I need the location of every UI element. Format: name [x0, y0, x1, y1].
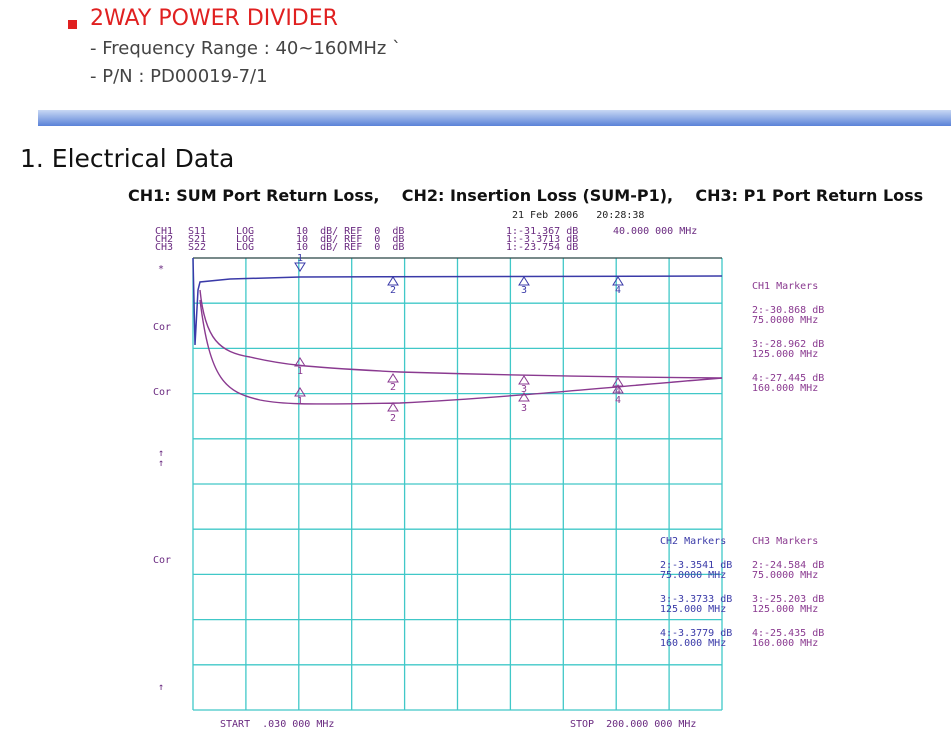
- caption: CH1: SUM Port Return Loss, CH2: Insertio…: [128, 186, 924, 205]
- spec-line: - Frequency Range : 40~160MHz `: [90, 38, 402, 59]
- side-label: Cor: [153, 387, 171, 398]
- channel-info: 10 dB/ REF 0 dB: [296, 226, 404, 237]
- marker-entry: 2:-24.584 dB: [752, 560, 824, 571]
- timestamp: 21 Feb 2006 20:28:38: [512, 210, 644, 221]
- marker-entry: 4:-27.445 dB: [752, 373, 824, 384]
- marker-entry: 125.000 MHz: [752, 604, 818, 615]
- marker-number: 3: [521, 285, 527, 296]
- marker-entry: 125.000 MHz: [752, 349, 818, 360]
- channel-info: CH3: [155, 242, 173, 253]
- channel-info: CH1: [155, 226, 173, 237]
- bullet: [68, 20, 77, 29]
- marker-triangle: [387, 373, 399, 383]
- marker-table-title: CH2 Markers: [660, 536, 726, 547]
- marker-number: 4: [615, 386, 621, 397]
- marker-entry: 2:-30.868 dB: [752, 305, 824, 316]
- marker-number: 4: [615, 285, 621, 296]
- marker-triangle: [612, 384, 624, 394]
- marker-frequency: 40.000 000 MHz: [613, 226, 697, 237]
- channel-info: LOG: [236, 226, 254, 237]
- start-label: START .030 000 MHz: [220, 719, 334, 730]
- marker-entry: 3:-25.203 dB: [752, 594, 824, 605]
- marker-triangle: [612, 276, 624, 286]
- marker-triangle: [518, 276, 530, 286]
- channel-info: 1:-23.754 dB: [506, 242, 578, 253]
- marker-triangle: [518, 392, 530, 402]
- ch2-trace: [199, 289, 723, 379]
- marker-entry: 75.0000 MHz: [752, 570, 818, 581]
- title: 2WAY POWER DIVIDER: [90, 6, 338, 31]
- marker-number: 4: [615, 395, 621, 406]
- channel-info: S22: [188, 242, 206, 253]
- marker-number: 3: [521, 403, 527, 414]
- channel-info: S11: [188, 226, 206, 237]
- channel-info: 1:-3.3713 dB: [506, 234, 578, 245]
- side-label: Cor: [153, 322, 171, 333]
- marker-entry: 75.0000 MHz: [752, 315, 818, 326]
- marker-number: 2: [390, 413, 396, 424]
- channel-info: 1:-31.367 dB: [506, 226, 578, 237]
- section-title: 1. Electrical Data: [20, 144, 235, 173]
- stop-label: STOP 200.000 000 MHz: [570, 719, 696, 730]
- ch1-trace: [192, 257, 723, 346]
- marker-table-title: CH1 Markers: [752, 281, 818, 292]
- marker-entry: 4:-25.435 dB: [752, 628, 824, 639]
- marker-triangle: [294, 262, 306, 272]
- marker-entry: 3:-28.962 dB: [752, 339, 824, 350]
- marker-number: 1: [297, 396, 303, 407]
- grid: [192, 257, 723, 711]
- channel-info: 10 dB/ REF 0 dB: [296, 234, 404, 245]
- channel-info: LOG: [236, 242, 254, 253]
- overlay: 21 Feb 2006 20:28:38 CH1 S11 LOG 10 dB/ REF …: [153, 210, 824, 730]
- side-label: ↑: [158, 458, 164, 469]
- marker-entry: 125.000 MHz: [660, 604, 726, 615]
- marker-number: 2: [390, 285, 396, 296]
- channel-info: 10 dB/ REF 0 dB: [296, 242, 404, 253]
- channel-info: CH2: [155, 234, 173, 245]
- marker-entry: 2:-3.3541 dB: [660, 560, 732, 571]
- marker-number: 1: [297, 253, 303, 264]
- spec-line: - P/N : PD00019-7/1: [90, 66, 268, 87]
- side-label: *: [158, 264, 164, 275]
- marker-entry: 4:-3.3779 dB: [660, 628, 732, 639]
- marker-triangle: [294, 357, 306, 367]
- marker-entry: 160.000 MHz: [752, 638, 818, 649]
- marker-number: 1: [297, 366, 303, 377]
- marker-triangle: [387, 402, 399, 412]
- marker-number: 3: [521, 384, 527, 395]
- marker-triangle: [518, 375, 530, 385]
- divider-bar: [38, 110, 951, 126]
- side-label: Cor: [153, 555, 171, 566]
- marker-triangle: [294, 387, 306, 397]
- marker-entry: 75.0000 MHz: [660, 570, 726, 581]
- marker-table-title: CH3 Markers: [752, 536, 818, 547]
- channel-info: S21: [188, 234, 206, 245]
- marker-triangle: [612, 377, 624, 387]
- marker-triangle: [387, 276, 399, 286]
- marker-number: 2: [390, 382, 396, 393]
- channel-info: LOG: [236, 234, 254, 245]
- marker-entry: 160.000 MHz: [752, 383, 818, 394]
- ch3-trace: [199, 299, 723, 405]
- side-label: ↑: [158, 448, 164, 459]
- marker-entry: 160.000 MHz: [660, 638, 726, 649]
- marker-entry: 3:-3.3733 dB: [660, 594, 732, 605]
- side-label: ↑: [158, 682, 164, 693]
